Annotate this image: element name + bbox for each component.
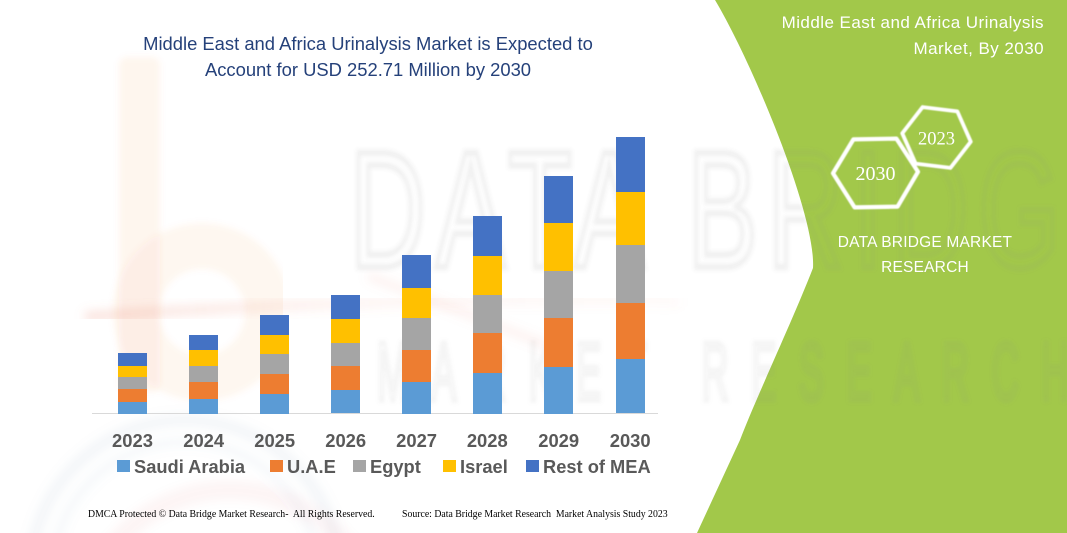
svg-text:2023: 2023 <box>918 130 955 150</box>
svg-text:2030: 2030 <box>856 163 896 185</box>
svg-text:DATA BRIDGE: DATA BRIDGE <box>350 118 1067 303</box>
